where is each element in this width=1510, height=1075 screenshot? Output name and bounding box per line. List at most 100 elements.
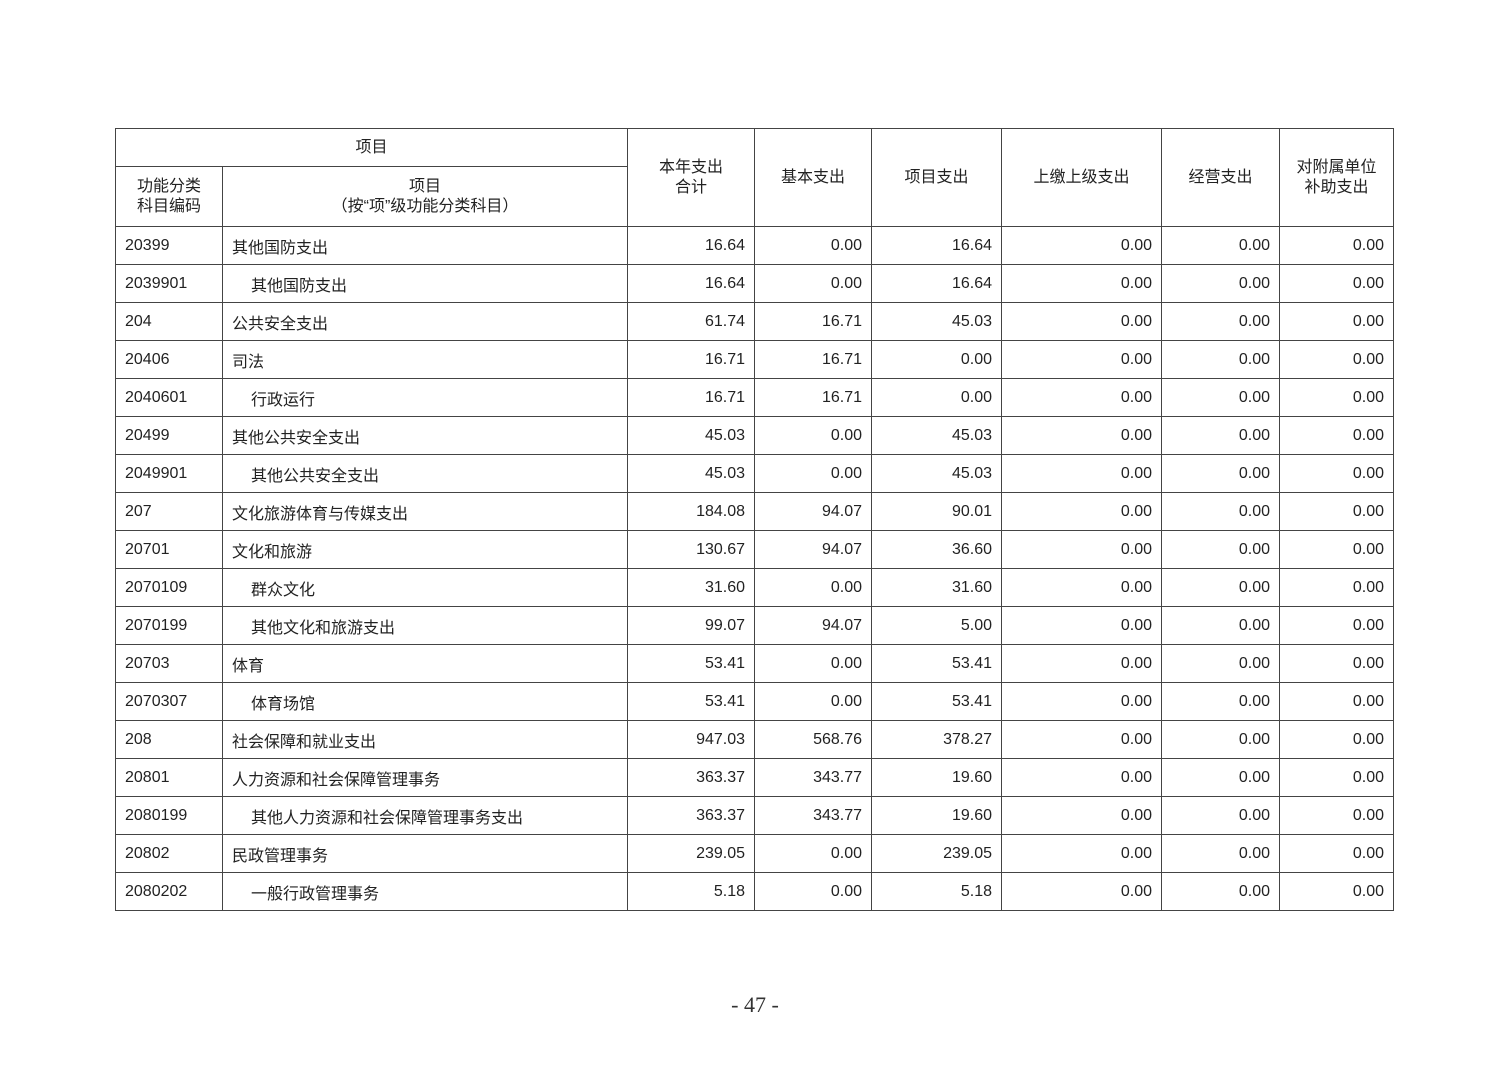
cell-code: 2070109 bbox=[115, 568, 223, 607]
table-row: 2040601 行政运行 16.71 16.71 0.00 0.00 0.00 0.00 bbox=[115, 378, 1394, 417]
cell-value: 99.07 bbox=[627, 606, 755, 645]
cell-value: 94.07 bbox=[754, 530, 872, 569]
table-row: 208 社会保障和就业支出 947.03 568.76 378.27 0.00 0.00 0.… bbox=[115, 720, 1394, 759]
cell-value: 0.00 bbox=[1001, 264, 1162, 303]
cell-value: 53.41 bbox=[627, 682, 755, 721]
cell-value: 5.18 bbox=[627, 872, 755, 911]
cell-value: 0.00 bbox=[1001, 302, 1162, 341]
cell-value: 45.03 bbox=[871, 302, 1002, 341]
cell-value: 0.00 bbox=[1279, 720, 1394, 759]
cell-value: 0.00 bbox=[1279, 530, 1394, 569]
cell-value: 16.71 bbox=[627, 340, 755, 379]
cell-value: 0.00 bbox=[1161, 796, 1280, 835]
cell-name: 体育场馆 bbox=[222, 682, 628, 721]
cell-value: 184.08 bbox=[627, 492, 755, 531]
cell-value: 0.00 bbox=[1279, 454, 1394, 493]
cell-value: 0.00 bbox=[1279, 644, 1394, 683]
cell-value: 31.60 bbox=[871, 568, 1002, 607]
cell-value: 0.00 bbox=[1001, 834, 1162, 873]
cell-value: 0.00 bbox=[1001, 378, 1162, 417]
cell-value: 568.76 bbox=[754, 720, 872, 759]
cell-value: 16.71 bbox=[627, 378, 755, 417]
cell-value: 0.00 bbox=[1279, 606, 1394, 645]
cell-value: 31.60 bbox=[627, 568, 755, 607]
cell-value: 0.00 bbox=[754, 834, 872, 873]
cell-value: 16.64 bbox=[627, 264, 755, 303]
table-row: 2039901 其他国防支出 16.64 0.00 16.64 0.00 0.00 0.00 bbox=[115, 264, 1394, 303]
cell-code: 20701 bbox=[115, 530, 223, 569]
cell-value: 5.18 bbox=[871, 872, 1002, 911]
cell-code: 20703 bbox=[115, 644, 223, 683]
cell-code: 2070199 bbox=[115, 606, 223, 645]
table-row: 2080202 一般行政管理事务 5.18 0.00 5.18 0.00 0.00 0.00 bbox=[115, 872, 1394, 911]
cell-value: 0.00 bbox=[1161, 492, 1280, 531]
cell-value: 0.00 bbox=[1161, 340, 1280, 379]
table-row: 2080199 其他人力资源和社会保障管理事务支出 363.37 343.77 19.6… bbox=[115, 796, 1394, 835]
cell-value: 0.00 bbox=[1279, 568, 1394, 607]
cell-value: 16.64 bbox=[871, 226, 1002, 265]
cell-value: 239.05 bbox=[627, 834, 755, 873]
cell-value: 0.00 bbox=[1279, 758, 1394, 797]
cell-value: 16.71 bbox=[754, 378, 872, 417]
cell-value: 0.00 bbox=[1279, 302, 1394, 341]
cell-value: 45.03 bbox=[627, 454, 755, 493]
cell-code: 20399 bbox=[115, 226, 223, 265]
page-number: - 47 - bbox=[731, 992, 779, 1017]
expenditure-table: 项目 本年支出 合计 基本支出 项目支出 上缴上级支出 经营支出 对附属单位 补… bbox=[115, 128, 1394, 911]
cell-value: 94.07 bbox=[754, 492, 872, 531]
cell-value: 0.00 bbox=[754, 568, 872, 607]
cell-code: 2040601 bbox=[115, 378, 223, 417]
cell-value: 0.00 bbox=[1279, 226, 1394, 265]
cell-value: 16.64 bbox=[627, 226, 755, 265]
header-name-line1: 项目 bbox=[408, 177, 441, 195]
cell-value: 0.00 bbox=[1279, 492, 1394, 531]
cell-name: 行政运行 bbox=[222, 378, 628, 417]
header-item-group: 项目 bbox=[115, 128, 628, 167]
cell-value: 0.00 bbox=[754, 644, 872, 683]
cell-value: 0.00 bbox=[1161, 416, 1280, 455]
cell-name: 一般行政管理事务 bbox=[222, 872, 628, 911]
header-name-line2: （按“项”级功能分类科目） bbox=[331, 197, 519, 215]
cell-value: 0.00 bbox=[1161, 834, 1280, 873]
cell-value: 343.77 bbox=[754, 796, 872, 835]
cell-value: 0.00 bbox=[1001, 682, 1162, 721]
table-row: 20701 文化和旅游 130.67 94.07 36.60 0.00 0.00 0.00 bbox=[115, 530, 1394, 569]
cell-value: 45.03 bbox=[627, 416, 755, 455]
cell-value: 16.64 bbox=[871, 264, 1002, 303]
cell-value: 0.00 bbox=[1161, 226, 1280, 265]
cell-name: 其他公共安全支出 bbox=[222, 454, 628, 493]
cell-name: 文化旅游体育与传媒支出 bbox=[222, 492, 628, 531]
cell-name: 其他公共安全支出 bbox=[222, 416, 628, 455]
table-row: 2070307 体育场馆 53.41 0.00 53.41 0.00 0.00 0.00 bbox=[115, 682, 1394, 721]
cell-name: 人力资源和社会保障管理事务 bbox=[222, 758, 628, 797]
cell-code: 20406 bbox=[115, 340, 223, 379]
cell-code: 2080199 bbox=[115, 796, 223, 835]
cell-name: 其他人力资源和社会保障管理事务支出 bbox=[222, 796, 628, 835]
cell-value: 0.00 bbox=[1161, 758, 1280, 797]
cell-value: 0.00 bbox=[1001, 416, 1162, 455]
cell-value: 0.00 bbox=[1001, 340, 1162, 379]
cell-value: 0.00 bbox=[1001, 758, 1162, 797]
cell-name: 司法 bbox=[222, 340, 628, 379]
cell-value: 0.00 bbox=[754, 872, 872, 911]
table-row: 2049901 其他公共安全支出 45.03 0.00 45.03 0.00 0.00 0.0… bbox=[115, 454, 1394, 493]
cell-value: 19.60 bbox=[871, 796, 1002, 835]
cell-value: 0.00 bbox=[1279, 416, 1394, 455]
table-row: 204 公共安全支出 61.74 16.71 45.03 0.00 0.00 0.00 bbox=[115, 302, 1394, 341]
cell-value: 0.00 bbox=[1001, 226, 1162, 265]
header-business: 经营支出 bbox=[1161, 128, 1280, 227]
cell-value: 36.60 bbox=[871, 530, 1002, 569]
cell-value: 378.27 bbox=[871, 720, 1002, 759]
cell-value: 61.74 bbox=[627, 302, 755, 341]
cell-name: 公共安全支出 bbox=[222, 302, 628, 341]
cell-value: 0.00 bbox=[1279, 378, 1394, 417]
cell-value: 0.00 bbox=[1279, 264, 1394, 303]
table-row: 2070109 群众文化 31.60 0.00 31.60 0.00 0.00 0.00 bbox=[115, 568, 1394, 607]
cell-value: 45.03 bbox=[871, 454, 1002, 493]
cell-value: 0.00 bbox=[754, 264, 872, 303]
cell-value: 53.41 bbox=[871, 644, 1002, 683]
cell-value: 0.00 bbox=[1001, 568, 1162, 607]
cell-value: 0.00 bbox=[1161, 872, 1280, 911]
cell-value: 0.00 bbox=[1001, 454, 1162, 493]
cell-value: 0.00 bbox=[754, 226, 872, 265]
